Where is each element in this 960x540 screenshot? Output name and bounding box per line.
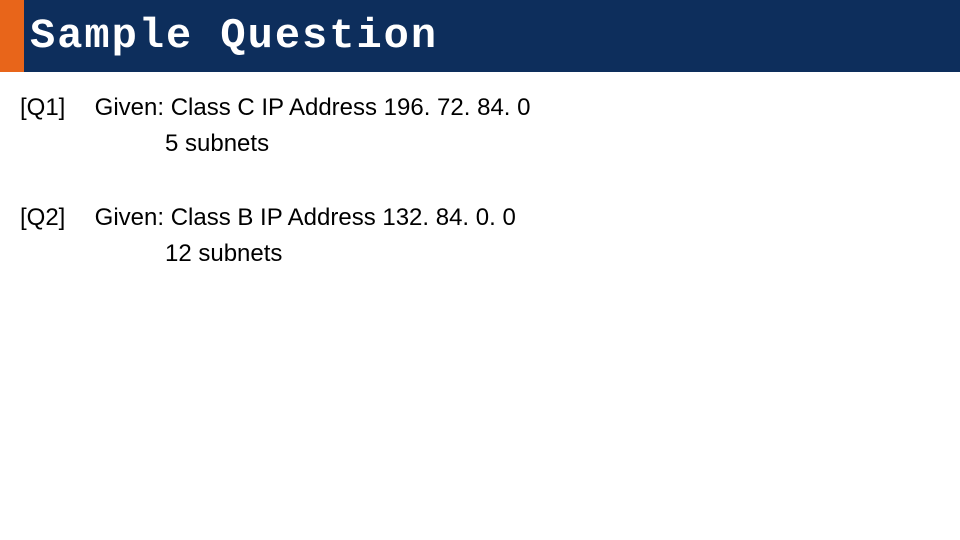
q1-label: [Q1] bbox=[20, 90, 88, 126]
q1-given: Given: Class C IP Address 196. 72. 84. 0 bbox=[95, 94, 531, 121]
q1-line1: [Q1] Given: Class C IP Address 196. 72. … bbox=[20, 90, 940, 126]
header-accent-bar bbox=[0, 0, 24, 72]
slide-header: Sample Question bbox=[0, 0, 960, 72]
slide-content: [Q1] Given: Class C IP Address 196. 72. … bbox=[0, 72, 960, 328]
question-2: [Q2] Given: Class B IP Address 132. 84. … bbox=[20, 200, 940, 272]
slide-title: Sample Question bbox=[30, 12, 438, 60]
q2-given: Given: Class B IP Address 132. 84. 0. 0 bbox=[95, 204, 516, 231]
q2-label: [Q2] bbox=[20, 200, 88, 236]
q1-line2: 5 subnets bbox=[165, 126, 940, 162]
q2-line2: 12 subnets bbox=[165, 236, 940, 272]
q2-line1: [Q2] Given: Class B IP Address 132. 84. … bbox=[20, 200, 940, 236]
question-1: [Q1] Given: Class C IP Address 196. 72. … bbox=[20, 90, 940, 162]
